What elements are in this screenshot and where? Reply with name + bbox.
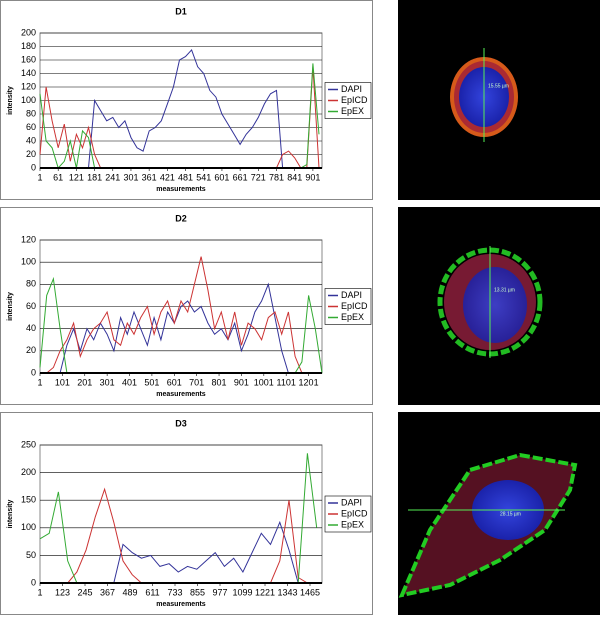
y-axis-label: intensity — [7, 292, 14, 321]
x-tick-label: 241 — [105, 172, 120, 182]
y-tick-label: 40 — [26, 135, 36, 145]
legend-label: EpICD — [341, 508, 368, 518]
y-tick-label: 80 — [26, 279, 36, 289]
x-tick-label: 1101 — [277, 377, 296, 387]
x-tick-label: 401 — [122, 377, 137, 387]
x-tick-label: 1343 — [277, 587, 297, 597]
y-tick-label: 160 — [21, 54, 36, 64]
y-tick-label: 50 — [26, 550, 36, 560]
x-tick-label: 801 — [212, 377, 227, 387]
y-tick-label: 20 — [26, 149, 36, 159]
chart-title: D1 — [175, 6, 187, 16]
x-tick-label: 1201 — [299, 377, 319, 387]
x-tick-label: 1221 — [255, 587, 275, 597]
y-tick-label: 250 — [21, 439, 36, 449]
legend-label: DAPI — [341, 497, 362, 507]
y-tick-label: 200 — [21, 467, 36, 477]
micrograph: 15.55 µm — [398, 0, 600, 200]
x-tick-label: 721 — [251, 172, 266, 182]
y-tick-label: 120 — [21, 234, 36, 244]
y-tick-label: 180 — [21, 41, 36, 51]
micrograph: 13.31 µm — [398, 207, 600, 405]
x-tick-label: 1099 — [232, 587, 252, 597]
x-tick-label: 901 — [234, 377, 249, 387]
x-tick-label: 301 — [100, 377, 115, 387]
x-tick-label: 601 — [214, 172, 229, 182]
x-tick-label: 977 — [212, 587, 227, 597]
plot-area — [39, 444, 323, 584]
y-tick-label: 200 — [21, 27, 36, 37]
x-tick-label: 733 — [167, 587, 182, 597]
x-axis-label: measurements — [156, 601, 206, 608]
y-tick-label: 80 — [26, 108, 36, 118]
legend-label: EpEX — [341, 106, 364, 116]
x-tick-label: 601 — [167, 377, 182, 387]
x-tick-label: 501 — [144, 377, 159, 387]
y-tick-label: 0 — [31, 577, 36, 587]
series-line — [40, 256, 322, 374]
chart-title: D2 — [175, 213, 187, 223]
scale-label: 13.31 µm — [494, 287, 515, 293]
legend-label: EpICD — [341, 301, 368, 311]
legend-label: DAPI — [341, 84, 362, 94]
scale-label: 28.15 µm — [500, 511, 521, 517]
y-tick-label: 140 — [21, 68, 36, 78]
scale-label: 15.55 µm — [488, 83, 509, 89]
x-tick-label: 181 — [87, 172, 102, 182]
x-tick-label: 123 — [55, 587, 70, 597]
x-tick-label: 901 — [305, 172, 320, 182]
x-tick-label: 101 — [55, 377, 70, 387]
x-tick-label: 421 — [160, 172, 175, 182]
x-tick-label: 661 — [233, 172, 248, 182]
x-tick-label: 781 — [269, 172, 284, 182]
x-tick-label: 481 — [178, 172, 193, 182]
x-tick-label: 201 — [77, 377, 92, 387]
x-axis-label: measurements — [156, 186, 206, 193]
y-tick-label: 60 — [26, 122, 36, 132]
legend-label: DAPI — [341, 290, 362, 300]
chart-title: D3 — [175, 418, 187, 428]
y-axis-label: intensity — [7, 500, 14, 529]
x-tick-label: 121 — [69, 172, 84, 182]
x-tick-label: 1 — [37, 587, 42, 597]
x-tick-label: 61 — [53, 172, 63, 182]
x-tick-label: 367 — [100, 587, 115, 597]
x-tick-label: 611 — [145, 587, 159, 597]
x-tick-label: 301 — [123, 172, 138, 182]
legend-label: EpEX — [341, 312, 364, 322]
x-tick-label: 701 — [189, 377, 204, 387]
x-tick-label: 361 — [142, 172, 157, 182]
x-tick-label: 841 — [287, 172, 302, 182]
y-tick-label: 20 — [26, 345, 36, 355]
y-tick-label: 0 — [31, 367, 36, 377]
y-tick-label: 150 — [21, 495, 36, 505]
legend-label: EpICD — [341, 95, 368, 105]
series-line — [40, 282, 322, 374]
y-tick-label: 120 — [21, 81, 36, 91]
legend-label: EpEX — [341, 519, 364, 529]
y-tick-label: 100 — [21, 95, 36, 105]
y-tick-label: 40 — [26, 323, 36, 333]
y-tick-label: 60 — [26, 301, 36, 311]
x-tick-label: 855 — [190, 587, 205, 597]
x-tick-label: 1465 — [300, 587, 320, 597]
x-tick-label: 1001 — [254, 377, 274, 387]
y-axis-label: intensity — [7, 86, 14, 115]
x-tick-label: 245 — [77, 587, 92, 597]
x-tick-label: 1 — [37, 377, 42, 387]
micrograph: 28.15 µm — [398, 412, 600, 615]
x-tick-label: 541 — [196, 172, 211, 182]
y-tick-label: 100 — [21, 522, 36, 532]
x-tick-label: 489 — [122, 587, 137, 597]
y-tick-label: 100 — [21, 257, 36, 267]
x-axis-label: measurements — [156, 391, 206, 398]
y-tick-label: 0 — [31, 162, 36, 172]
x-tick-label: 1 — [37, 172, 42, 182]
